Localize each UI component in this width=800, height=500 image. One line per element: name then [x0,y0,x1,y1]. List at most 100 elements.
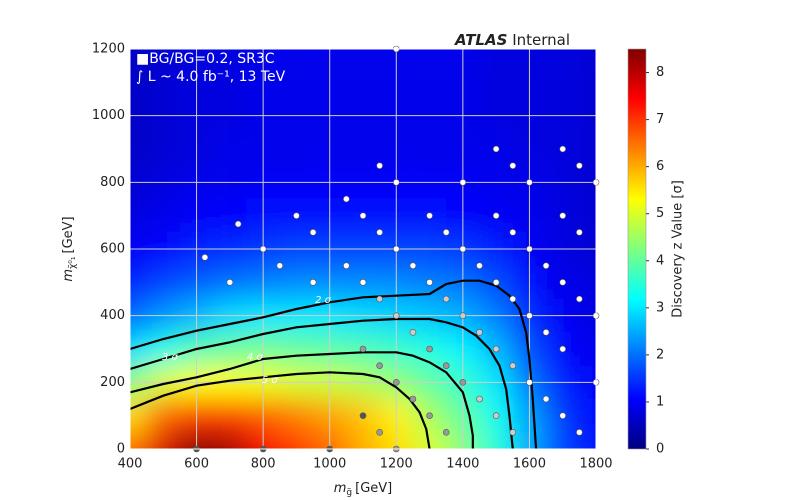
signal-point [442,429,450,436]
heat-cell [279,265,314,299]
y-tick-label: 800 [100,175,125,190]
signal-point [309,279,317,286]
x-tick-label: 1400 [446,457,479,472]
signal-point [526,379,533,386]
annotation: ∫ L ~ 4.0 fb⁻¹, 13 TeV [136,69,286,85]
signal-point [359,212,367,219]
colorbar-tick-label: 7 [656,112,664,127]
heat-cell [279,49,314,66]
signal-point [576,295,583,303]
y-label-sub: χ̃⁰₁ [68,256,78,269]
heat-cell [146,65,180,99]
signal-point [359,279,367,286]
annotation: ■BG/BG=0.2, SR3C [136,51,275,67]
contour-line [130,351,474,449]
signal-point [442,362,450,369]
chart-title: ATLAS Internal [454,31,570,49]
colorbar-tick-label: 2 [656,347,664,362]
signal-point [459,179,467,186]
y-tick-label: 600 [100,242,125,257]
y-label-main: m [61,269,76,282]
heat-cell [146,49,180,66]
heat-cell [412,432,447,449]
y-tick-label: 1000 [92,108,125,123]
heat-cell [579,399,596,433]
signal-point [459,312,467,319]
signal-point [442,229,450,236]
contour-label: 2 σ [315,295,332,306]
x-label-unit: [GeV] [355,481,392,496]
signal-point [492,279,500,286]
y-label-unit: [GeV] [61,216,76,253]
signal-point [526,312,533,319]
heat-cell [279,399,314,433]
signal-point [343,195,350,203]
signal-point [459,245,467,253]
signal-point [559,279,567,286]
signal-point [392,379,400,386]
heat-cell [130,199,147,233]
signal-point [426,212,433,219]
signal-point [476,395,483,403]
heat-cell [279,432,314,449]
colorbar-tick-label: 3 [656,300,664,315]
contour-label: 4 σ [247,352,264,363]
signal-point [526,179,533,186]
signal-point [476,262,483,269]
y-tick-label: 1200 [92,42,125,57]
colorbar-tick-label: 1 [656,394,664,409]
colorbar-label: Discovery z Value [σ] [671,180,686,318]
heat-cell [130,432,147,449]
heat-cell [146,265,180,299]
title-rest: Internal [512,31,570,49]
heat-cell [213,432,247,449]
colorbar-tick-label: 5 [656,206,664,221]
colorbar-tick-label: 0 [656,442,664,457]
signal-point [426,345,433,353]
x-tick-label: 800 [251,457,276,472]
x-tick-label: 1800 [579,457,612,472]
heat-cell [479,49,513,66]
signal-point [492,345,500,353]
heat-cell [546,65,580,99]
heat-cell [579,265,596,299]
heat-cell [579,49,596,66]
heat-cell [412,132,447,166]
y-tick-label: 200 [100,375,125,390]
x-label-sub: g̃ [346,488,352,498]
heat-cell [479,65,513,99]
signal-point [542,262,550,269]
signal-point [492,145,500,153]
x-axis-label: mg̃ [GeV] [334,481,393,498]
plot-layer: 400 600 800 1000 1200 1400 1600 180002004006008… [92,42,664,472]
x-label-main: m [334,481,347,496]
heat-cell [346,65,380,99]
heat-cell [213,132,247,166]
x-tick-label: 1600 [513,457,546,472]
signal-point [359,412,367,419]
signal-point [293,212,300,219]
colorbar-tick-label: 4 [656,253,664,268]
signal-point [576,429,583,436]
colorbar [627,48,647,450]
contour-label: 5 σ [262,375,279,386]
signal-point [343,262,350,269]
signal-point [492,212,500,219]
signal-point [309,229,317,236]
signal-point [376,429,383,436]
heat-cell [213,65,247,99]
signal-point [359,345,367,353]
signal-point [476,329,483,336]
heat-cell [579,199,596,233]
signal-point [509,429,517,436]
signal-point [226,279,234,286]
heat-cell [279,65,314,99]
signal-point [376,362,383,369]
signal-point [376,229,383,236]
heat-cell [346,432,380,449]
colorbar-tick-label: 6 [656,159,664,174]
y-axis-label: mχ̃⁰₁ [GeV] [61,216,78,281]
signal-point [509,162,517,169]
signal-point [542,395,550,403]
